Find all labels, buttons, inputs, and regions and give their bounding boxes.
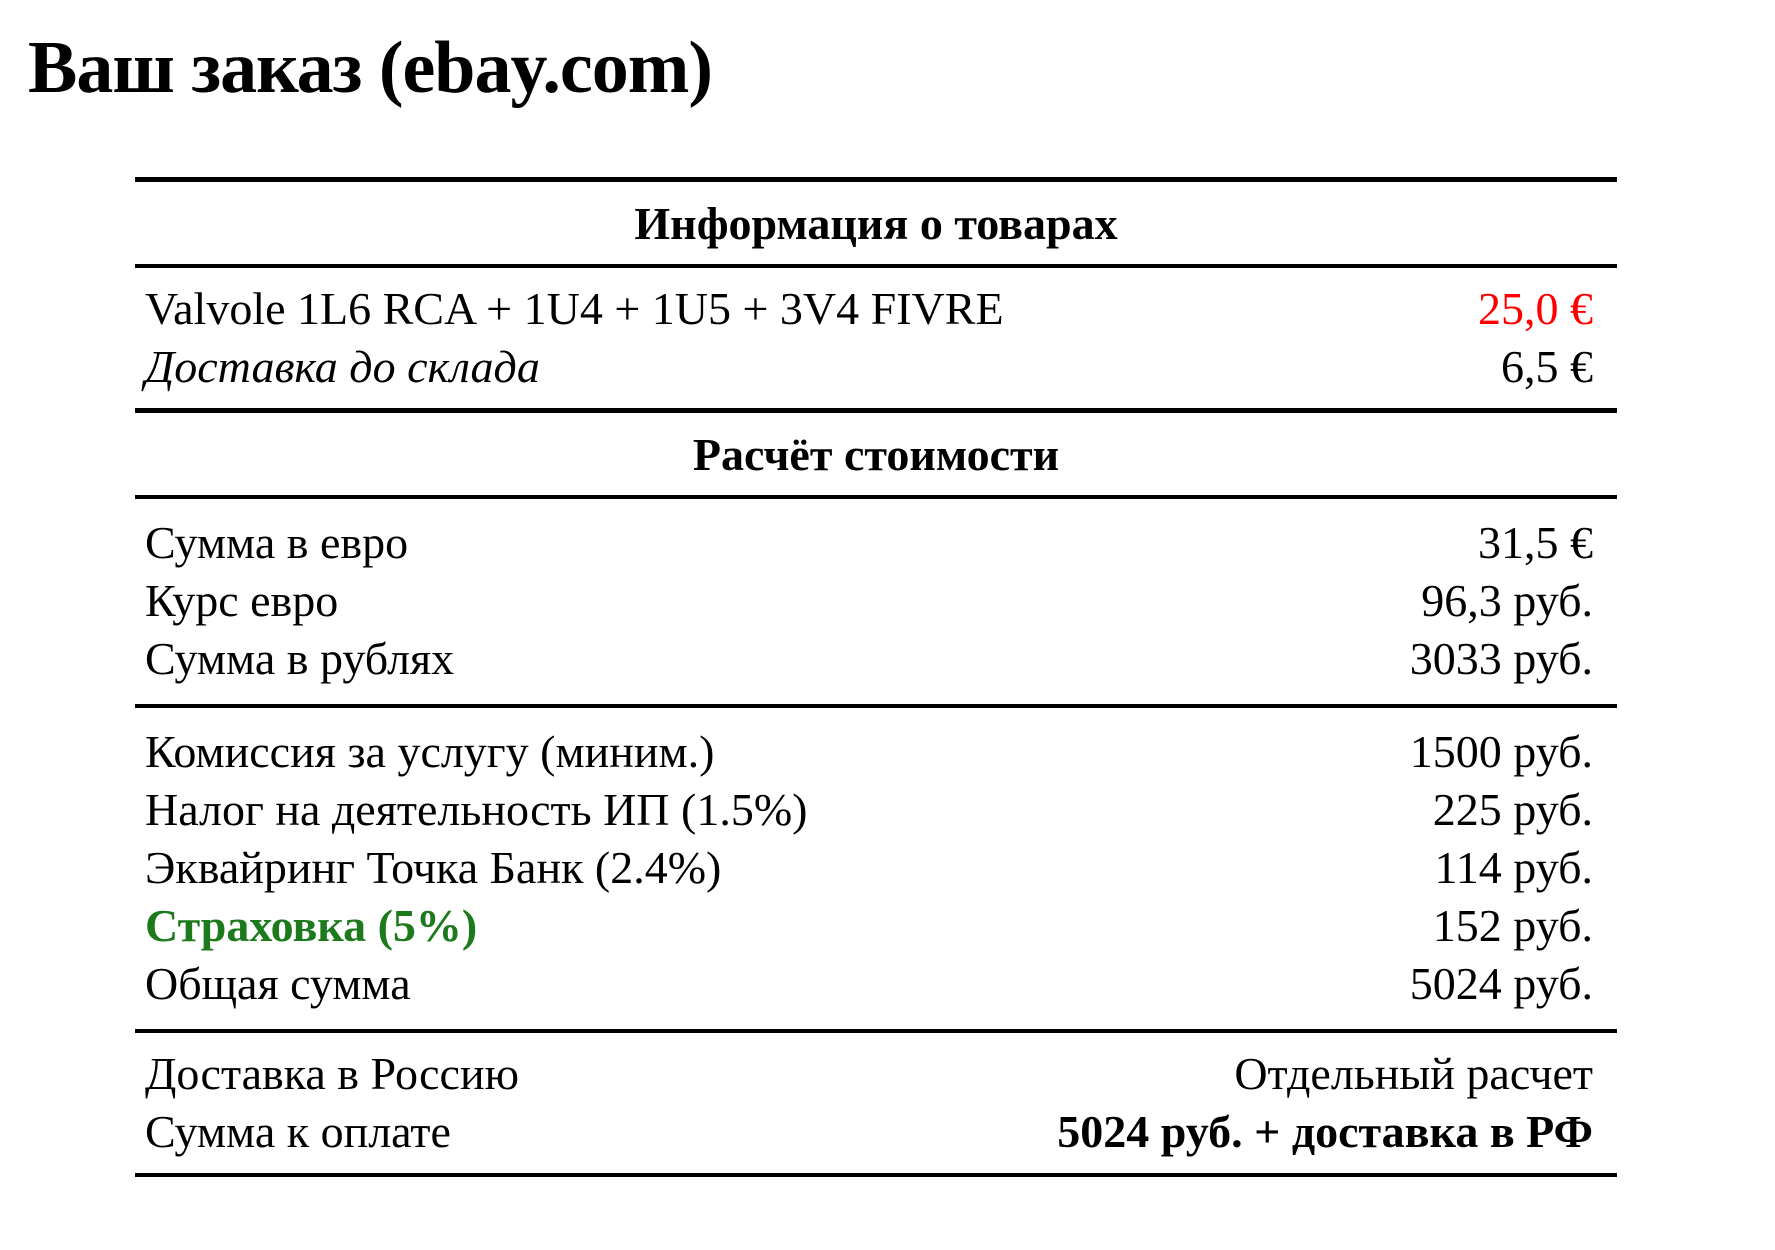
order-table: Информация о товарах Valvole 1L6 RCA + 1… [135,176,1617,1177]
russia-shipping-label: Доставка в Россию [145,1047,519,1099]
table-row-ruble-sum: Сумма в рублях 3033 руб. [135,630,1617,688]
table-row-total-sum: Общая сумма 5024 руб. [135,955,1617,1013]
section-header-calculation: Расчёт стоимости [135,407,1617,499]
calc-group-euro: Сумма в евро 31,5 € Курс евро 96,3 руб. … [135,499,1617,708]
amount-due-label: Сумма к оплате [145,1105,451,1157]
tax-value: 225 руб. [1432,783,1593,835]
table-row-warehouse-shipping: Доставка до склада 6,5 € [135,338,1617,396]
table-row-acquiring: Эквайринг Точка Банк (2.4%) 114 руб. [135,839,1617,897]
calc-group-fees: Комиссия за услугу (миним.) 1500 руб. На… [135,708,1617,1033]
euro-rate-value: 96,3 руб. [1421,574,1593,626]
warehouse-shipping-price: 6,5 € [1501,340,1593,392]
commission-label: Комиссия за услугу (миним.) [145,725,715,777]
euro-rate-label: Курс евро [145,574,339,626]
table-row-euro-sum: Сумма в евро 31,5 € [135,514,1617,572]
table-row-russia-shipping: Доставка в Россию Отдельный расчет [135,1045,1617,1103]
table-row-insurance: Страховка (5%) 152 руб. [135,897,1617,955]
product-rows: Valvole 1L6 RCA + 1U4 + 1U5 + 3V4 FIVRE … [135,268,1617,408]
tax-label: Налог на деятельность ИП (1.5%) [145,783,808,835]
commission-value: 1500 руб. [1409,725,1593,777]
euro-sum-label: Сумма в евро [145,516,409,568]
table-row-amount-due: Сумма к оплате 5024 руб. + доставка в РФ [135,1103,1617,1161]
table-row-tax: Налог на деятельность ИП (1.5%) 225 руб. [135,781,1617,839]
amount-due-value: 5024 руб. + доставка в РФ [1057,1105,1593,1157]
table-row-product: Valvole 1L6 RCA + 1U4 + 1U5 + 3V4 FIVRE … [135,280,1617,338]
product-name: Valvole 1L6 RCA + 1U4 + 1U5 + 3V4 FIVRE [145,282,1004,334]
euro-sum-value: 31,5 € [1478,516,1593,568]
section-header-products: Информация о товарах [135,176,1617,268]
ruble-sum-label: Сумма в рублях [145,632,455,684]
acquiring-value: 114 руб. [1434,841,1593,893]
total-sum-value: 5024 руб. [1409,957,1593,1009]
insurance-value: 152 руб. [1432,899,1593,951]
ruble-sum-value: 3033 руб. [1409,632,1593,684]
russia-shipping-value: Отдельный расчет [1234,1047,1593,1099]
product-price: 25,0 € [1478,282,1593,334]
warehouse-shipping-label: Доставка до склада [145,340,540,392]
table-row-commission: Комиссия за услугу (миним.) 1500 руб. [135,723,1617,781]
insurance-label: Страховка (5%) [145,899,478,951]
acquiring-label: Эквайринг Точка Банк (2.4%) [145,841,722,893]
table-row-euro-rate: Курс евро 96,3 руб. [135,572,1617,630]
total-sum-label: Общая сумма [145,957,411,1009]
page-title: Ваш заказ (ebay.com) [28,27,713,109]
calc-group-final: Доставка в Россию Отдельный расчет Сумма… [135,1033,1617,1177]
